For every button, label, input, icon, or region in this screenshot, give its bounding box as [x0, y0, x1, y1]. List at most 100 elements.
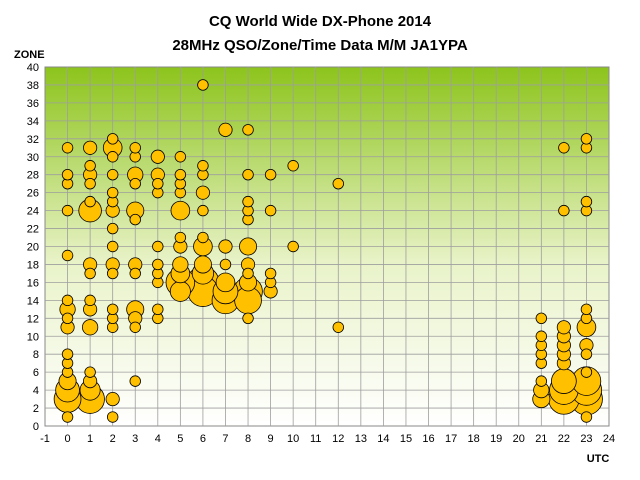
y-tick-label: 6	[33, 367, 39, 379]
bubble-point	[61, 204, 74, 217]
bubble-point	[129, 321, 141, 333]
bubble-point	[580, 133, 593, 145]
chart-subtitle: 28MHz QSO/Zone/Time Data M/M JA1YPA	[172, 37, 468, 54]
bubble-point	[580, 411, 593, 423]
bubble-point	[242, 312, 254, 325]
bubble-point	[558, 204, 570, 217]
bubble-point	[106, 186, 119, 199]
bubble-point	[218, 122, 233, 137]
bubble-point	[239, 237, 258, 256]
bubble-point	[264, 267, 277, 280]
bubble-point	[106, 267, 119, 280]
bubble-point	[152, 240, 164, 253]
x-tick-label: 23	[580, 433, 592, 445]
x-tick-label: 17	[445, 433, 457, 445]
x-tick-label: 4	[155, 433, 161, 445]
x-tick-label: 5	[177, 433, 183, 445]
y-tick-label: 28	[27, 170, 39, 182]
bubble-point	[106, 151, 119, 163]
y-tick-label: 8	[33, 349, 39, 361]
x-tick-label: 6	[200, 433, 206, 445]
grid-lines	[45, 67, 609, 426]
bubble-point	[106, 222, 119, 235]
bubble-point	[61, 312, 74, 325]
x-tick-label: 0	[64, 433, 70, 445]
x-tick-label: 7	[222, 433, 228, 445]
bubble-point	[219, 258, 232, 271]
bubble-point	[61, 411, 74, 423]
bubble-point	[150, 149, 165, 164]
bubble-point	[535, 312, 548, 325]
bubble-point	[84, 160, 96, 172]
bubble-point	[105, 392, 120, 407]
bubble-point	[61, 168, 74, 181]
x-tick-label: 8	[245, 433, 251, 445]
x-axis-label: UTC	[587, 453, 610, 465]
y-tick-label: 0	[33, 421, 39, 433]
bubble-point	[580, 348, 593, 360]
bubble-point	[580, 303, 593, 316]
bubble-point	[218, 239, 233, 254]
bubble-point	[84, 294, 96, 307]
x-tick-label: 16	[422, 433, 434, 445]
bubble-point	[197, 231, 209, 244]
y-tick-label: 26	[27, 188, 39, 200]
bubble-point	[129, 213, 141, 226]
bubble-point	[174, 151, 187, 163]
bubble-point	[332, 177, 344, 190]
bubble-point	[580, 366, 593, 378]
bubble-point	[172, 256, 189, 273]
y-tick-label: 20	[27, 242, 39, 254]
y-tick-label: 32	[27, 134, 39, 146]
x-tick-label: 19	[490, 433, 502, 445]
bubble-point	[556, 320, 571, 335]
bubble-point	[152, 258, 164, 271]
bubble-point	[535, 375, 548, 387]
y-tick-label: 18	[27, 259, 39, 271]
y-tick-label: 10	[27, 331, 39, 343]
bubble-point	[61, 294, 74, 307]
bubble-point	[129, 267, 141, 280]
bubble-point	[84, 366, 96, 378]
y-tick-label: 16	[27, 277, 39, 289]
bubble-point	[152, 177, 164, 190]
y-tick-label: 24	[27, 206, 39, 218]
bubble-point	[197, 79, 209, 91]
x-tick-label: -1	[40, 433, 50, 445]
bubble-point	[264, 168, 277, 181]
bubble-point	[61, 142, 74, 154]
bubble-point	[61, 348, 74, 360]
x-tick-label: 24	[603, 433, 615, 445]
y-tick-label: 30	[27, 152, 39, 164]
x-axis-ticks: -1 0 1 2 3 4 5 6 7 8 9 10 11 12 13 14 15 16 17 18 19 20 21 22 23…	[40, 433, 615, 445]
y-axis-label: ZONE	[14, 49, 45, 61]
bubble-point	[84, 267, 96, 280]
x-tick-label: 21	[535, 433, 547, 445]
bubble-point	[193, 255, 212, 274]
bubble-point	[61, 249, 74, 262]
y-tick-label: 12	[27, 313, 39, 325]
bubble-point	[129, 177, 141, 190]
bubble-point	[551, 368, 577, 394]
x-tick-label: 9	[268, 433, 274, 445]
y-tick-label: 36	[27, 98, 39, 110]
bubble-point	[84, 195, 96, 208]
bubble-point	[129, 375, 141, 387]
x-tick-label: 13	[355, 433, 367, 445]
bubble-point	[152, 303, 164, 316]
x-tick-label: 14	[377, 433, 389, 445]
y-tick-label: 2	[33, 403, 39, 415]
x-tick-label: 18	[468, 433, 480, 445]
bubble-point	[242, 267, 254, 280]
bubble-point	[174, 168, 187, 181]
bubble-point	[83, 140, 98, 155]
bubble-point	[287, 240, 299, 253]
x-tick-label: 10	[287, 433, 299, 445]
bubble-point	[287, 160, 299, 172]
bubble-point	[106, 240, 119, 253]
bubble-point	[170, 200, 191, 221]
bubble-point	[106, 168, 119, 181]
bubble-point	[242, 124, 254, 136]
